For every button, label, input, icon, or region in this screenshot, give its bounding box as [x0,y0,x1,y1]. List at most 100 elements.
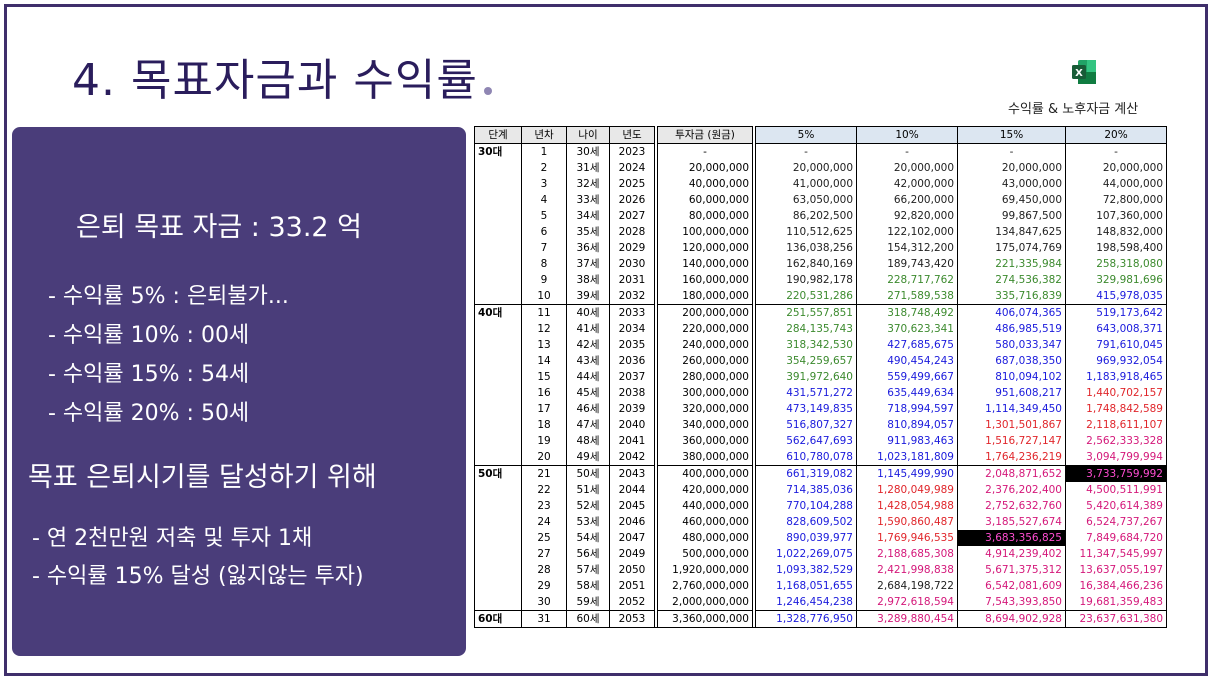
stage-cell [474,240,522,256]
value-cell-20: 519,173,642 [1065,304,1167,321]
year-cell: 5 [521,208,567,224]
return-table: 단계 년차 나이 년도 투자금 (원금) 5% 10% 15% 20% 30대 1… [474,126,1167,628]
stage-cell: 60대 [474,610,522,628]
value-cell-10: 1,023,181,809 [856,449,958,466]
table-row: 23 52세 2045 440,000,000 770,104,288 1,428,054… [474,498,1167,514]
value-cell-20: 13,637,055,197 [1065,562,1167,578]
stage-cell [474,256,522,272]
header-rate-20: 20% [1065,126,1167,144]
value-cell-20: 11,347,545,997 [1065,546,1167,562]
principal-cell: 40,000,000 [657,176,753,192]
value-cell-5: 562,647,693 [755,433,857,449]
value-cell-15: 1,301,501,867 [957,417,1066,433]
gap-cell [654,208,658,224]
value-cell-20: 969,932,054 [1065,353,1167,369]
age-cell: 48세 [566,433,610,449]
value-cell-20: 19,681,359,483 [1065,594,1167,611]
table-row: 14 43세 2036 260,000,000 354,259,657 490,454,2… [474,353,1167,369]
excel-icon[interactable]: X [1070,58,1098,86]
cal-year-cell: 2038 [609,385,655,401]
table-row: 25 54세 2047 480,000,000 890,039,977 1,769,946… [474,530,1167,546]
value-cell-20: 16,384,466,236 [1065,578,1167,594]
value-cell-20: 2,562,333,328 [1065,433,1167,449]
gap-cell [752,562,756,578]
stage-cell [474,562,522,578]
value-cell-15: 406,074,365 [957,304,1066,321]
value-cell-5: 890,039,977 [755,530,857,546]
value-cell-5: 1,328,776,950 [755,610,857,628]
value-cell-15: 2,752,632,760 [957,498,1066,514]
principal-cell: 340,000,000 [657,417,753,433]
stage-cell [474,546,522,562]
cal-year-cell: 2027 [609,208,655,224]
stage-cell [474,578,522,594]
principal-cell: 260,000,000 [657,353,753,369]
stage-cell [474,530,522,546]
value-cell-10: 1,769,946,535 [856,530,958,546]
value-cell-5: 20,000,000 [755,160,857,176]
stage-cell: 50대 [474,465,522,482]
age-cell: 33세 [566,192,610,208]
gap-cell [752,143,756,160]
cal-year-cell: 2051 [609,578,655,594]
gap-cell [752,176,756,192]
table-row: 19 48세 2041 360,000,000 562,647,693 911,983,4… [474,433,1167,449]
value-cell-20: 72,800,000 [1065,192,1167,208]
principal-cell: 420,000,000 [657,482,753,498]
value-cell-20: 1,183,918,465 [1065,369,1167,385]
gap-cell [654,401,658,417]
year-cell: 6 [521,224,567,240]
principal-cell: 1,920,000,000 [657,562,753,578]
table-row: 9 38세 2031 160,000,000 190,982,178 228,717,76… [474,272,1167,288]
value-cell-10: 20,000,000 [856,160,958,176]
age-cell: 41세 [566,321,610,337]
table-row: 6 35세 2028 100,000,000 110,512,625 122,102,00… [474,224,1167,240]
table-row: 30대 1 30세 2023- - - - - [474,143,1167,160]
value-cell-10: 427,685,675 [856,337,958,353]
gap-cell [654,369,658,385]
table-row: 40대 11 40세 2033 200,000,000 251,557,851 318,74… [474,304,1167,321]
table-row: 12 41세 2034 220,000,000 284,135,743 370,623,3… [474,321,1167,337]
year-cell: 28 [521,562,567,578]
value-cell-5: 431,571,272 [755,385,857,401]
year-cell: 1 [521,143,567,160]
value-cell-5: 661,319,082 [755,465,857,482]
value-cell-5: 162,840,169 [755,256,857,272]
value-cell-15: 1,114,349,450 [957,401,1066,417]
gap-cell [752,288,756,305]
gap-cell [654,578,658,594]
gap-cell [654,240,658,256]
header-rate-5: 5% [755,126,857,144]
table-row: 4 33세 2026 60,000,000 63,050,000 66,200,000 69… [474,192,1167,208]
value-cell-5: 63,050,000 [755,192,857,208]
stage-cell [474,160,522,176]
stage-cell [474,417,522,433]
age-cell: 60세 [566,610,610,628]
stage-cell [474,449,522,466]
value-cell-10: 2,684,198,722 [856,578,958,594]
table-row: 20 49세 2042 380,000,000 610,780,078 1,023,181… [474,449,1167,466]
table-row: 8 37세 2030 140,000,000 162,840,169 189,743,42… [474,256,1167,272]
cal-year-cell: 2030 [609,256,655,272]
cal-year-cell: 2029 [609,240,655,256]
principal-cell: 300,000,000 [657,385,753,401]
cal-year-cell: 2046 [609,514,655,530]
gap-cell [752,465,756,482]
table-row: 50대 21 50세 2043 400,000,000 661,319,082 1,145,… [474,465,1167,482]
excel-label[interactable]: 수익률 & 노후자금 계산 [1008,102,1139,117]
principal-cell: 20,000,000 [657,160,753,176]
cal-year-cell: 2035 [609,337,655,353]
value-cell-5: 136,038,256 [755,240,857,256]
value-cell-5: 190,982,178 [755,272,857,288]
principal-cell: 400,000,000 [657,465,753,482]
year-cell: 18 [521,417,567,433]
year-cell: 20 [521,449,567,466]
principal-cell: 440,000,000 [657,498,753,514]
value-cell-15: 69,450,000 [957,192,1066,208]
cal-year-cell: 2041 [609,433,655,449]
gap-cell [654,546,658,562]
principal-cell: 100,000,000 [657,224,753,240]
gap-cell [752,482,756,498]
year-cell: 27 [521,546,567,562]
gap-cell [654,449,658,466]
